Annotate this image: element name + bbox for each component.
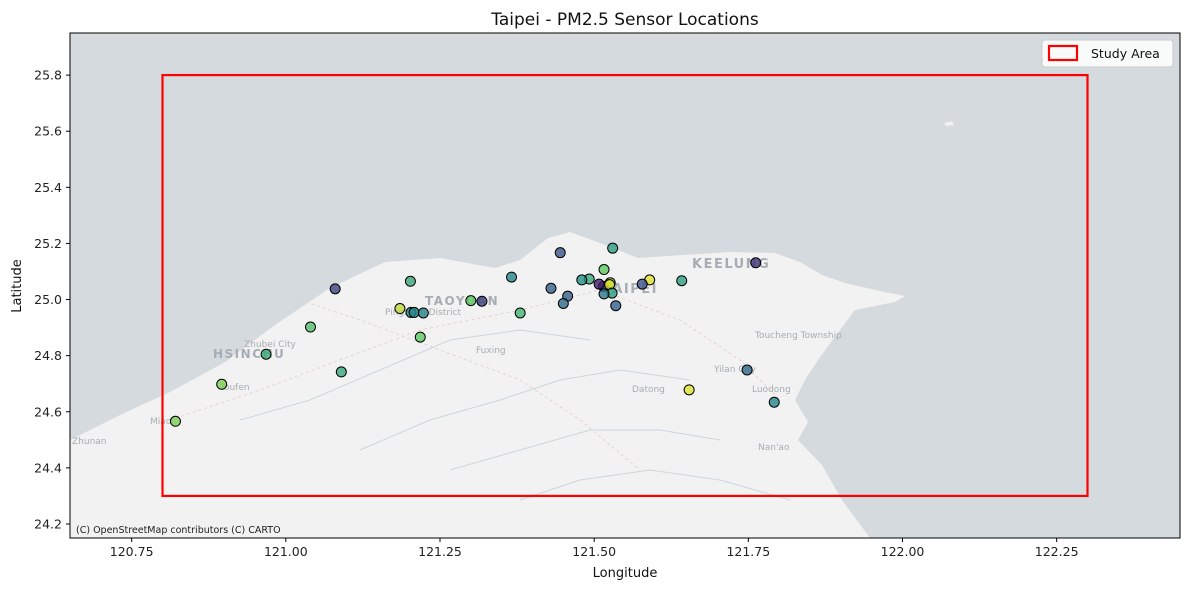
- legend-label: Study Area: [1091, 46, 1160, 61]
- sensor-point: [741, 364, 753, 376]
- y-tick-label: 25.4: [34, 180, 62, 195]
- x-tick-label: 121.75: [726, 544, 770, 559]
- sensor-point: [607, 242, 619, 254]
- y-axis-label: Latitude: [10, 259, 25, 313]
- study-area-rectangle: [161, 73, 1089, 498]
- y-tick-label: 24.2: [34, 516, 62, 531]
- place-label: KEELUNG: [692, 257, 770, 272]
- chart-title: Taipei - PM2.5 Sensor Locations: [490, 10, 759, 30]
- sensor-point: [636, 278, 648, 290]
- sensor-point: [593, 278, 605, 290]
- legend: Study Area: [1041, 39, 1174, 68]
- y-tick-label: 25.0: [34, 292, 62, 307]
- sensor-point: [414, 331, 426, 343]
- sensor-point: [305, 321, 316, 333]
- sensor-point: [169, 415, 181, 427]
- x-tick-label: 122.25: [1035, 544, 1079, 559]
- place-label: Datong: [632, 385, 665, 395]
- place-label: Zhubei City: [244, 340, 296, 350]
- land-mass: [70, 232, 905, 538]
- place-label: Fuxing: [476, 346, 506, 356]
- sensor-point: [576, 274, 588, 286]
- roads: [169, 289, 781, 471]
- sensor-point: [216, 378, 228, 390]
- legend-swatch: [1047, 44, 1079, 62]
- sensor-point: [506, 271, 518, 283]
- x-axis: 120.75 121.00 121.25 121.50 121.75 122.00 122.…: [110, 538, 1079, 559]
- sensor-point: [514, 307, 526, 319]
- sensor-point: [408, 306, 420, 318]
- plot-frame: [69, 32, 1181, 539]
- sensor-points: [169, 242, 780, 427]
- sensor-point: [404, 275, 416, 287]
- sensor-point: [394, 303, 406, 315]
- place-label: Yilan City: [713, 365, 757, 375]
- y-axis: 24.2 24.4 24.6 24.8 25.0 25.2 25.4 25.6 25.8: [34, 68, 70, 531]
- x-tick-label: 122.00: [881, 544, 925, 559]
- place-label: Luodong: [752, 385, 791, 395]
- x-tick-label: 121.00: [264, 544, 308, 559]
- place-label: Toucheng Township: [754, 331, 842, 341]
- sensor-point: [768, 396, 780, 408]
- sensor-point: [598, 264, 610, 276]
- sensor-point: [465, 295, 477, 307]
- sensor-point: [329, 283, 341, 295]
- x-axis-label: Longitude: [593, 566, 658, 581]
- sensor-point: [554, 247, 566, 259]
- sensor-point: [557, 297, 569, 309]
- place-label: Toufen: [219, 383, 250, 393]
- y-tick-label: 24.4: [34, 460, 62, 475]
- sensor-point: [750, 257, 762, 269]
- x-tick-label: 121.25: [418, 544, 462, 559]
- sensor-point: [260, 348, 272, 360]
- y-tick-label: 25.6: [34, 124, 62, 139]
- basemap: KEELUNG TAIPEI TAOYUAN HSINCHU Zhubei Ci…: [70, 33, 1180, 538]
- y-tick-label: 24.6: [34, 404, 62, 419]
- rivers: [239, 329, 791, 501]
- y-tick-label: 24.8: [34, 348, 62, 363]
- sensor-point: [476, 295, 488, 307]
- place-label: Nan'ao: [758, 443, 790, 453]
- place-label: Zhunan: [72, 437, 107, 447]
- sensor-point: [683, 384, 695, 396]
- place-label: TAOYUAN: [425, 294, 499, 308]
- sensor-point: [610, 300, 622, 312]
- x-tick-label: 121.50: [572, 544, 616, 559]
- map-attribution: (C) OpenStreetMap contributors (C) CARTO: [76, 525, 281, 536]
- sensor-point: [598, 288, 610, 300]
- sensor-point: [417, 307, 429, 319]
- sensor-point: [335, 366, 347, 378]
- x-tick-label: 120.75: [110, 544, 154, 559]
- island: [944, 121, 954, 126]
- y-tick-label: 25.2: [34, 236, 62, 251]
- sensor-point: [545, 282, 557, 294]
- sensor-point: [676, 275, 688, 287]
- y-tick-label: 25.8: [34, 68, 62, 83]
